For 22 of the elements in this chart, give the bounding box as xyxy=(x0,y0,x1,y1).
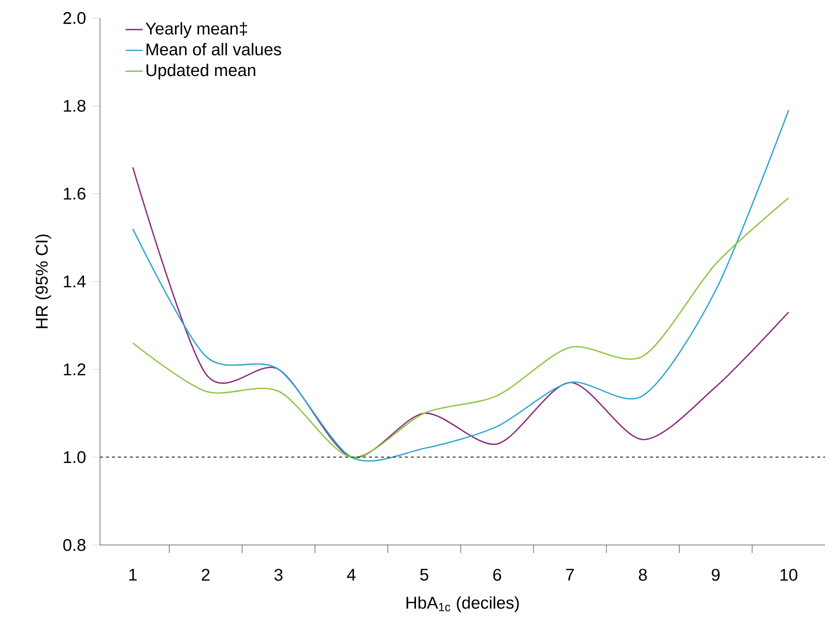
legend-label: Mean of all values xyxy=(146,42,282,56)
y-tick-label: 1.0 xyxy=(64,451,86,464)
x-tick-label: 2 xyxy=(202,568,210,581)
x-tick-label: 5 xyxy=(420,568,428,581)
x-tick-label: 10 xyxy=(780,568,798,581)
legend-label: Updated mean xyxy=(146,64,256,80)
x-tick-label: 1 xyxy=(129,568,137,580)
x-tick-label: 9 xyxy=(712,568,720,581)
x-tick-label: 3 xyxy=(274,568,282,581)
legend-label: Yearly mean‡ xyxy=(146,22,248,38)
y-tick-label: 1.8 xyxy=(64,100,86,112)
y-tick-label: 1.2 xyxy=(64,363,86,376)
y-tick-label: 1.4 xyxy=(64,276,86,288)
x-tick-label: 7 xyxy=(566,568,574,580)
x-axis-title: HbA$_{1c}$ (deciles) xyxy=(406,596,519,612)
x-tick-label: 8 xyxy=(638,568,647,581)
y-tick-label: 2.0 xyxy=(63,12,86,24)
x-tick-label: 6 xyxy=(493,568,502,581)
y-tick-label: 1.6 xyxy=(64,188,86,200)
y-tick-label: 0.8 xyxy=(63,538,86,551)
y-axis-title: HR (95% CI) xyxy=(35,234,52,328)
x-tick-label: 4 xyxy=(347,568,356,580)
